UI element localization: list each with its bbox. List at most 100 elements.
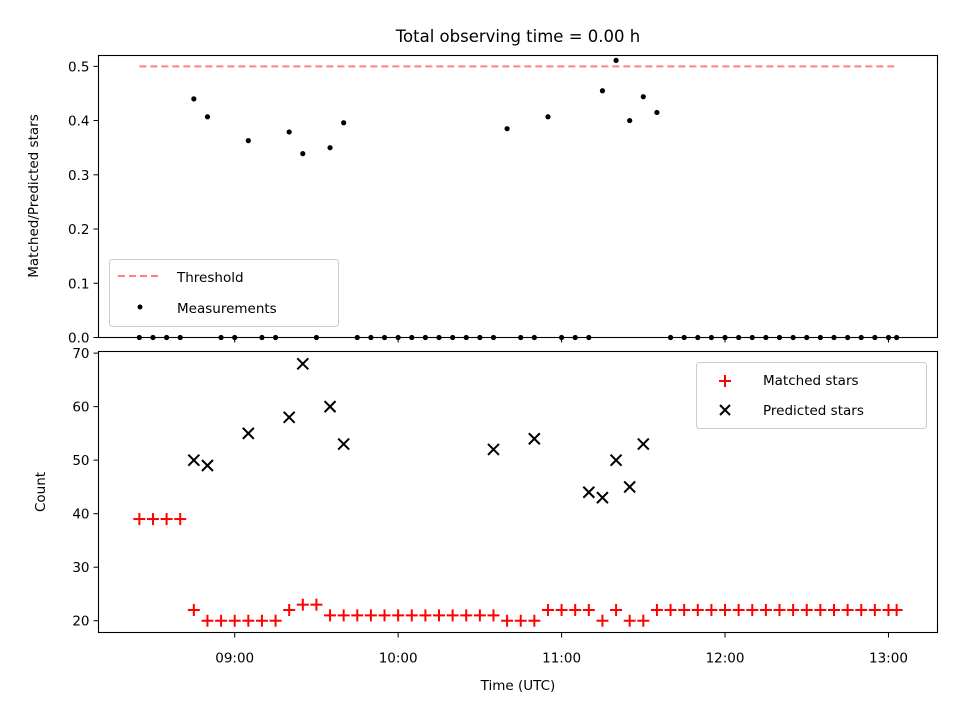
matched-star-point — [446, 609, 459, 622]
matched-star-point — [841, 604, 854, 617]
matched-star-point — [364, 609, 377, 622]
matched-star-point — [868, 604, 881, 617]
ratio-y-tick-label: 0.1 — [68, 276, 89, 292]
measurement-point — [586, 334, 592, 341]
matched-star-point — [242, 614, 255, 627]
matched-star-point — [773, 604, 786, 617]
count-y-tick-label: 30 — [72, 560, 89, 576]
measurement-point — [749, 334, 755, 341]
measurement-point — [722, 334, 728, 341]
legend-threshold-label: Threshold — [176, 270, 244, 286]
matched-star-point — [814, 604, 827, 617]
matched-star-point — [610, 604, 623, 617]
measurement-point — [531, 334, 537, 341]
measurement-point — [558, 334, 565, 341]
matched-star-point — [555, 604, 568, 617]
matched-star-point — [187, 604, 200, 617]
count-y-tick-label: 60 — [72, 400, 89, 416]
matched-star-point — [473, 609, 486, 622]
x-tick-label: 13:00 — [869, 651, 908, 667]
matched-star-point — [664, 604, 677, 617]
x-tick-label: 09:00 — [215, 651, 254, 667]
legend-predicted-label: Predicted stars — [763, 403, 864, 419]
measurement-point — [395, 334, 401, 341]
matched-star-point — [541, 604, 554, 617]
legend-measurements-swatch — [137, 304, 143, 310]
matched-star-point — [201, 614, 214, 627]
ratio-legend-box — [109, 259, 339, 327]
predicted-star-point — [323, 400, 337, 413]
measurement-point — [695, 334, 701, 341]
measurement-point — [341, 120, 347, 126]
matched-star-point — [514, 614, 527, 627]
matched-star-point — [324, 609, 337, 622]
measurement-point — [286, 129, 292, 135]
x-tick-label: 10:00 — [379, 651, 418, 667]
predicted-star-point — [596, 491, 609, 504]
measurement-point — [518, 334, 524, 341]
matched-star-point — [759, 604, 772, 617]
count-legend: Matched stars Predicted stars — [696, 362, 927, 429]
measurement-point — [272, 334, 279, 341]
matched-star-point — [310, 598, 323, 611]
matched-star-point — [433, 609, 446, 622]
count-legend-box — [696, 362, 927, 429]
measurement-point — [736, 334, 742, 341]
predicted-star-point — [609, 453, 623, 467]
matched-star-point — [800, 604, 813, 617]
matched-star-point — [174, 513, 187, 526]
matched-star-point — [378, 609, 391, 622]
matched-star-point — [215, 614, 228, 627]
matched-star-point — [146, 513, 159, 526]
legend-predicted-swatch — [719, 404, 731, 416]
matched-star-point — [678, 604, 691, 617]
x-tick-label: 11:00 — [542, 651, 581, 667]
measurement-point — [790, 334, 796, 341]
ratio-y-tick-label: 0.0 — [68, 331, 89, 347]
predicted-star-point — [582, 486, 596, 499]
measurement-point — [858, 334, 864, 341]
matched-star-point — [392, 609, 405, 622]
measurement-point — [885, 334, 892, 341]
measurement-point — [232, 334, 238, 341]
count-panel: 20 30 40 50 60 70 09:00 10:00 11:00 12:00 13:00 Co… — [33, 346, 939, 694]
ratio-y-tick-label: 0.4 — [68, 114, 89, 130]
matched-star-point — [569, 604, 582, 617]
matched-star-point — [269, 614, 282, 627]
matched-star-point — [528, 614, 541, 627]
matched-star-point — [705, 604, 718, 617]
matched-star-point — [855, 604, 868, 617]
ratio-y-tick-label: 0.3 — [68, 168, 89, 184]
ratio-panel-frame — [97, 54, 939, 339]
matched-star-point — [133, 513, 146, 526]
matched-star-point — [582, 604, 595, 617]
matched-star-point — [487, 609, 500, 622]
predicted-star-point — [282, 411, 296, 424]
measurement-point — [504, 126, 510, 132]
measurement-point — [763, 334, 769, 341]
measurement-point — [463, 334, 469, 341]
measurement-point — [667, 334, 674, 341]
measurement-point — [164, 334, 170, 341]
matched-star-point — [501, 614, 514, 627]
measurement-point — [654, 109, 660, 116]
measurement-point — [191, 96, 197, 102]
measurement-point — [327, 145, 333, 151]
measurement-point — [422, 334, 428, 341]
x-tick-label: 12:00 — [706, 651, 745, 667]
matched-star-point — [623, 614, 636, 627]
chart-title: Total observing time = 0.00 h — [395, 27, 640, 46]
measurement-point — [177, 334, 183, 341]
matched-star-point — [596, 614, 609, 627]
count-y-tick-label: 70 — [72, 346, 89, 362]
legend-matched-label: Matched stars — [763, 373, 859, 389]
matched-star-point — [650, 604, 663, 617]
ratio-panel: 0.0 0.1 0.2 0.3 0.4 0.5 Matched/Predicted sta… — [26, 54, 939, 347]
predicted-star-point — [296, 357, 310, 371]
measurement-point — [150, 334, 156, 341]
measurement-point — [776, 334, 783, 341]
ratio-y-tick-label: 0.2 — [68, 222, 89, 238]
measurement-point — [708, 334, 715, 341]
measurement-point — [640, 94, 646, 100]
matched-star-point — [746, 604, 759, 617]
